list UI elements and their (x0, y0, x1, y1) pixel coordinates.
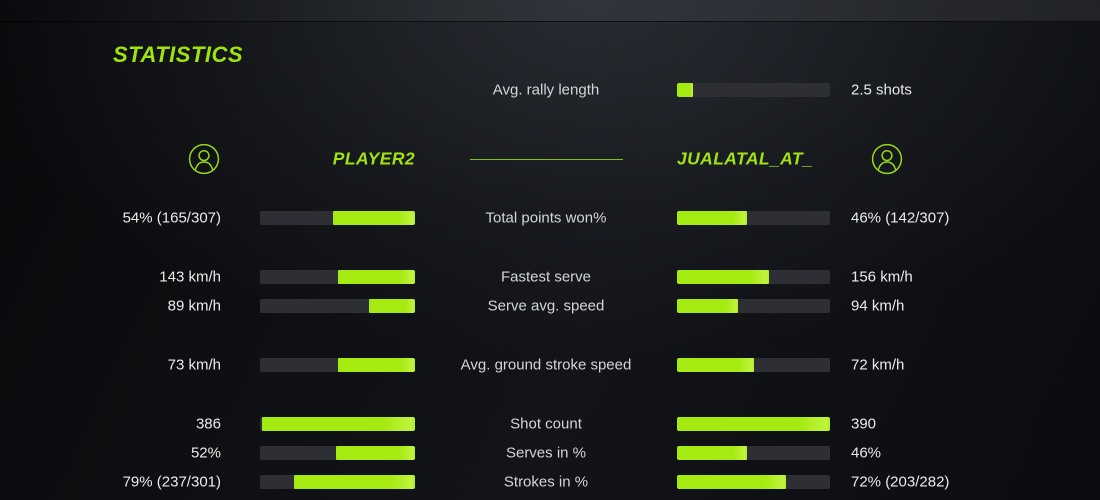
stat-right-value: 46% (851, 444, 882, 462)
stat-left-bar (260, 446, 415, 460)
stat-right-bar (677, 358, 830, 372)
stat-label: Serve avg. speed (487, 297, 605, 315)
stat-left-bar (260, 475, 415, 489)
stat-left-value: 89 km/h (167, 297, 221, 315)
stat-label: Strokes in % (503, 473, 589, 491)
stat-label: Total points won% (485, 209, 607, 227)
stat-label: Fastest serve (500, 268, 592, 286)
stat-right-bar-fill (677, 417, 830, 431)
stat-left-value: 52% (190, 444, 221, 462)
stat-left-value: 386 (195, 415, 221, 433)
rally-length-row: Avg. rally length 2.5 shots (0, 81, 1100, 99)
stat-left-bar-fill (294, 475, 415, 489)
rally-length-bar (677, 83, 830, 97)
stat-left-bar-fill (261, 417, 415, 431)
stat-left-bar-fill (332, 211, 415, 225)
stat-left-value: 54% (165/307) (122, 209, 221, 227)
stat-row-ground-stroke-speed: 73 km/h Avg. ground stroke speed 72 km/h (0, 356, 1100, 374)
stat-left-bar (260, 299, 415, 313)
player-right-avatar-icon (871, 143, 903, 175)
stat-right-value: 390 (851, 415, 877, 433)
stat-right-value: 72 km/h (851, 356, 905, 374)
stat-right-bar-fill (677, 299, 739, 313)
stat-label: Avg. ground stroke speed (460, 356, 632, 374)
players-header: PLAYER2 JUALATAL_AT_ (0, 143, 1100, 175)
stat-right-bar (677, 446, 830, 460)
player-left-name: PLAYER2 (332, 148, 415, 169)
stat-row-serve-avg-speed: 89 km/h Serve avg. speed 94 km/h (0, 297, 1100, 315)
stat-right-value: 72% (203/282) (851, 473, 950, 491)
rally-length-label: Avg. rally length (492, 81, 600, 99)
stat-row-serves-in-pct: 52% Serves in % 46% (0, 444, 1100, 462)
stat-row-fastest-serve: 143 km/h Fastest serve 156 km/h (0, 268, 1100, 286)
stat-left-bar-fill (335, 446, 415, 460)
stat-right-bar-fill (677, 211, 748, 225)
stat-left-value: 73 km/h (167, 356, 221, 374)
stat-right-bar-fill (677, 446, 748, 460)
rally-length-value: 2.5 shots (851, 81, 912, 99)
stat-right-value: 94 km/h (851, 297, 905, 315)
stat-right-bar (677, 211, 830, 225)
stat-left-bar (260, 417, 415, 431)
stat-left-bar (260, 358, 415, 372)
stat-left-bar-fill (368, 299, 415, 313)
stat-left-bar (260, 211, 415, 225)
stat-right-bar (677, 417, 830, 431)
stat-label: Shot count (510, 415, 582, 433)
stat-right-bar (677, 299, 830, 313)
rally-length-bar-fill (677, 83, 694, 97)
stat-left-bar (260, 270, 415, 284)
stat-left-bar-fill (337, 270, 415, 284)
stat-left-value: 143 km/h (159, 268, 221, 286)
stat-right-bar (677, 475, 830, 489)
player-left-avatar-icon (188, 143, 220, 175)
stat-row-total-points: 54% (165/307) Total points won% 46% (142… (0, 209, 1100, 227)
stat-right-bar-fill (677, 358, 754, 372)
player-right-name: JUALATAL_AT_ (677, 148, 814, 169)
stat-right-bar (677, 270, 830, 284)
center-divider-line (470, 159, 623, 160)
stat-left-value: 79% (237/301) (122, 473, 221, 491)
stat-right-bar-fill (677, 270, 769, 284)
page-title: STATISTICS (113, 42, 244, 67)
stat-row-strokes-in-pct: 79% (237/301) Strokes in % 72% (203/282) (0, 473, 1100, 491)
stat-right-value: 46% (142/307) (851, 209, 950, 227)
stat-right-value: 156 km/h (851, 268, 913, 286)
stat-label: Serves in % (505, 444, 587, 462)
top-strip (0, 0, 1100, 22)
stat-left-bar-fill (337, 358, 415, 372)
stat-right-bar-fill (677, 475, 786, 489)
stat-row-shot-count: 386 Shot count 390 (0, 415, 1100, 433)
